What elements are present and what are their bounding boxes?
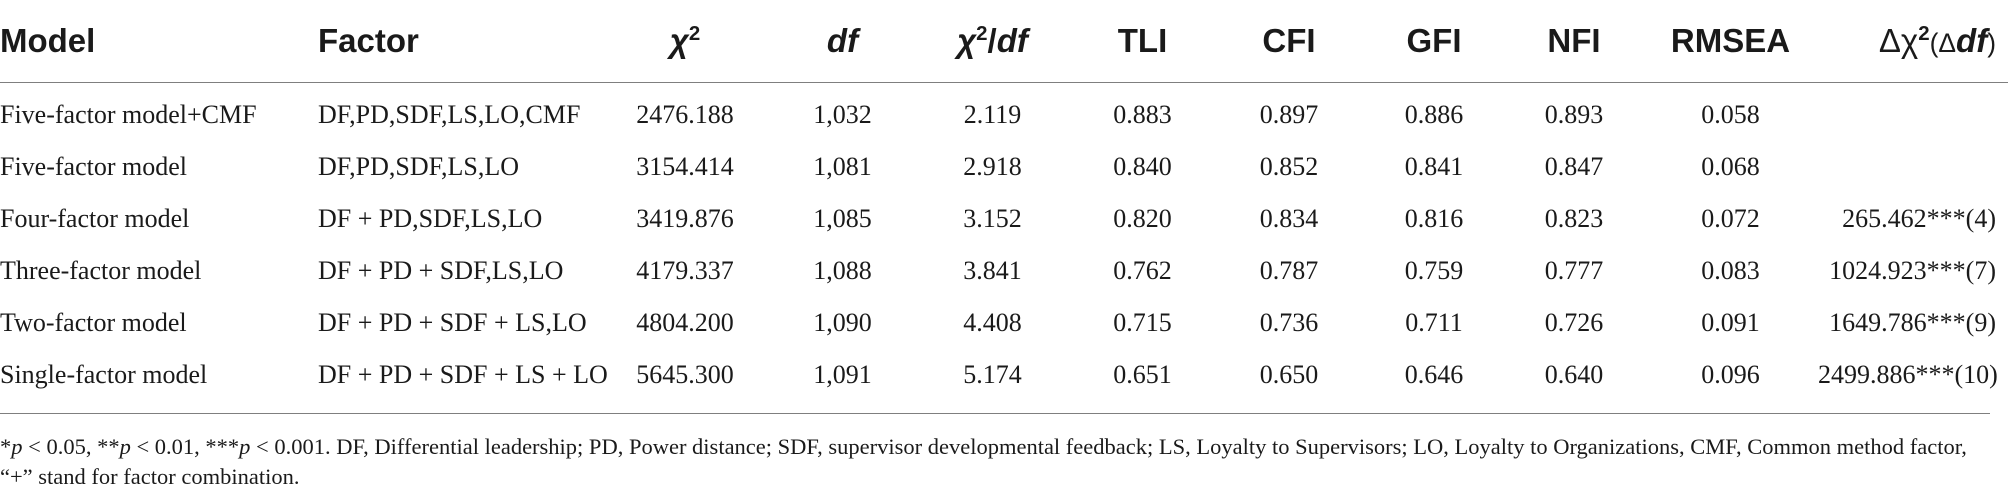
header-gfi: GFI — [1406, 22, 1462, 59]
cell-tli: 0.820 — [1113, 204, 1172, 233]
table-row: Single-factor model DF + PD + SDF + LS +… — [0, 349, 2008, 401]
cell-cfi: 0.834 — [1259, 204, 1319, 233]
cell-cfi: 0.787 — [1259, 256, 1319, 285]
cell-gfi: 0.886 — [1404, 100, 1464, 129]
cell-gfi: 0.759 — [1404, 256, 1464, 285]
cell-rmsea: 0.072 — [1701, 204, 1760, 233]
cell-delta — [1818, 83, 1996, 142]
cell-chi2: 5645.300 — [636, 360, 734, 389]
header-chi-square: χ2 — [669, 22, 701, 59]
model-fit-table: Model Factor χ2 df χ2/df TLI CFI GFI NFI… — [0, 0, 2008, 402]
cell-nfi: 0.847 — [1544, 152, 1604, 181]
header-rmsea: RMSEA — [1670, 22, 1791, 59]
cell-factor: DF + PD + SDF + LS,LO — [318, 308, 587, 337]
cell-chi2: 2476.188 — [636, 100, 734, 129]
cell-factor: DF,PD,SDF,LS,LO,CMF — [318, 100, 581, 129]
cell-nfi: 0.893 — [1544, 100, 1604, 129]
header-row: Model Factor χ2 df χ2/df TLI CFI GFI NFI… — [0, 0, 2008, 83]
cell-nfi: 0.823 — [1544, 204, 1604, 233]
table-footnote: *p < 0.05, **p < 0.01, ***p < 0.001. DF,… — [0, 413, 1990, 492]
cell-nfi: 0.640 — [1544, 360, 1604, 389]
cell-delta: 1649.786***(9) — [1829, 308, 1996, 337]
cell-gfi: 0.711 — [1405, 308, 1463, 337]
table-row: Five-factor model+CMF DF,PD,SDF,LS,LO,CM… — [0, 83, 2008, 142]
cell-rmsea: 0.096 — [1701, 360, 1760, 389]
cell-df: 1,091 — [813, 360, 872, 389]
header-nfi: NFI — [1547, 22, 1601, 59]
cell-tli: 0.840 — [1113, 152, 1172, 181]
cell-factor: DF + PD + SDF + LS + LO — [318, 360, 608, 389]
header-df: df — [826, 22, 859, 59]
cell-tli: 0.762 — [1113, 256, 1172, 285]
cell-model: Five-factor model — [0, 152, 187, 181]
cell-delta: 265.462***(4) — [1842, 204, 1996, 233]
header-delta-chi-square: Δχ2(Δdf) — [1878, 22, 1996, 59]
cell-cfi: 0.897 — [1259, 100, 1319, 129]
cell-model: Four-factor model — [0, 204, 190, 233]
cell-chi2df: 2.918 — [963, 152, 1022, 181]
cell-model: Three-factor model — [0, 256, 202, 285]
cell-tli: 0.883 — [1113, 100, 1172, 129]
cell-chi2: 4804.200 — [636, 308, 734, 337]
table-header: Model Factor χ2 df χ2/df TLI CFI GFI NFI… — [0, 0, 2008, 83]
cell-chi2df: 2.119 — [963, 100, 1022, 129]
cell-chi2: 4179.337 — [636, 256, 734, 285]
cell-gfi: 0.841 — [1404, 152, 1464, 181]
header-model: Model — [0, 22, 96, 59]
cell-tli: 0.715 — [1113, 308, 1172, 337]
cell-model: Single-factor model — [0, 360, 208, 389]
cell-factor: DF + PD,SDF,LS,LO — [318, 204, 543, 233]
cell-cfi: 0.852 — [1259, 152, 1319, 181]
cell-gfi: 0.646 — [1404, 360, 1464, 389]
cell-rmsea: 0.068 — [1701, 152, 1760, 181]
cell-tli: 0.651 — [1113, 360, 1172, 389]
cell-chi2: 3154.414 — [636, 152, 734, 181]
table-row: Five-factor model DF,PD,SDF,LS,LO 3154.4… — [0, 141, 2008, 193]
cell-model: Five-factor model+CMF — [0, 100, 257, 129]
cell-nfi: 0.777 — [1544, 256, 1604, 285]
cell-rmsea: 0.058 — [1701, 100, 1760, 129]
cell-factor: DF + PD + SDF,LS,LO — [318, 256, 564, 285]
table-row: Four-factor model DF + PD,SDF,LS,LO 3419… — [0, 193, 2008, 245]
cell-df: 1,032 — [813, 100, 872, 129]
cell-factor: DF,PD,SDF,LS,LO — [318, 152, 520, 181]
cell-chi2: 3419.876 — [636, 204, 734, 233]
header-chi-square-over-df: χ2/df — [957, 22, 1028, 59]
table-body: Five-factor model+CMF DF,PD,SDF,LS,LO,CM… — [0, 83, 2008, 402]
cell-nfi: 0.726 — [1544, 308, 1604, 337]
table-row: Three-factor model DF + PD + SDF,LS,LO 4… — [0, 245, 2008, 297]
cell-model: Two-factor model — [0, 308, 187, 337]
header-factor: Factor — [318, 22, 419, 59]
cell-delta: 2499.886***(10) — [1818, 360, 1998, 389]
cell-chi2df: 3.841 — [963, 256, 1022, 285]
cell-chi2df: 4.408 — [963, 308, 1022, 337]
cell-df: 1,085 — [813, 204, 872, 233]
cell-df: 1,081 — [813, 152, 872, 181]
cell-delta — [1818, 141, 1996, 193]
table-row: Two-factor model DF + PD + SDF + LS,LO 4… — [0, 297, 2008, 349]
cell-cfi: 0.650 — [1259, 360, 1319, 389]
header-cfi: CFI — [1262, 22, 1316, 59]
cell-df: 1,088 — [813, 256, 872, 285]
cell-chi2df: 3.152 — [963, 204, 1022, 233]
header-tli: TLI — [1117, 22, 1168, 59]
cell-chi2df: 5.174 — [963, 360, 1022, 389]
cell-df: 1,090 — [813, 308, 872, 337]
cell-rmsea: 0.083 — [1701, 256, 1760, 285]
cell-cfi: 0.736 — [1259, 308, 1319, 337]
cell-delta: 1024.923***(7) — [1829, 256, 1996, 285]
cell-rmsea: 0.091 — [1701, 308, 1760, 337]
cell-gfi: 0.816 — [1404, 204, 1464, 233]
